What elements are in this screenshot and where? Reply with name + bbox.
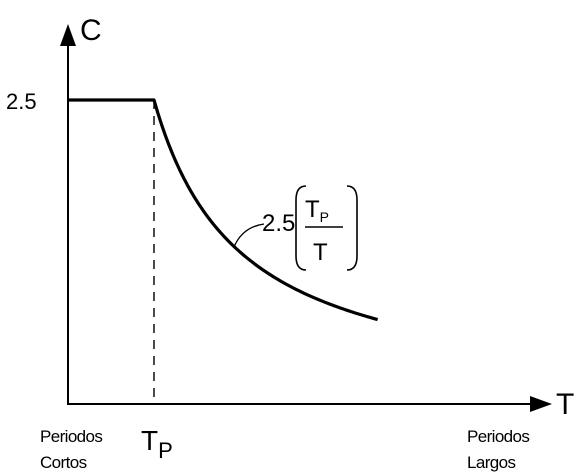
formula-numerator-subscript: P [320,209,329,225]
left-note-line-2: Cortos [40,453,87,472]
formula-leader [233,223,265,248]
right-note-line-2: Largos [467,453,515,472]
y-tick-label: 2.5 [6,89,37,114]
formula-numerator-main: T [305,196,320,223]
formula-left-paren-icon [295,185,307,271]
formula-right-paren-icon [346,185,358,271]
spectrum-curve [68,98,379,322]
x-tick-label: TP [141,425,173,463]
left-note-line-1: Periodos [40,427,102,446]
y-axis-arrow-icon [60,24,76,46]
formula-numerator: TP [305,196,329,225]
x-tick-subscript: P [158,438,173,463]
x-axis-title: T [556,388,574,421]
right-note-line-1: Periodos [467,427,529,446]
formula-denominator: T [313,239,328,266]
formula-coefficient: 2.5 [262,210,295,237]
y-axis-title: C [80,14,102,47]
x-axis-arrow-icon [530,396,552,412]
x-tick-main: T [141,425,158,456]
